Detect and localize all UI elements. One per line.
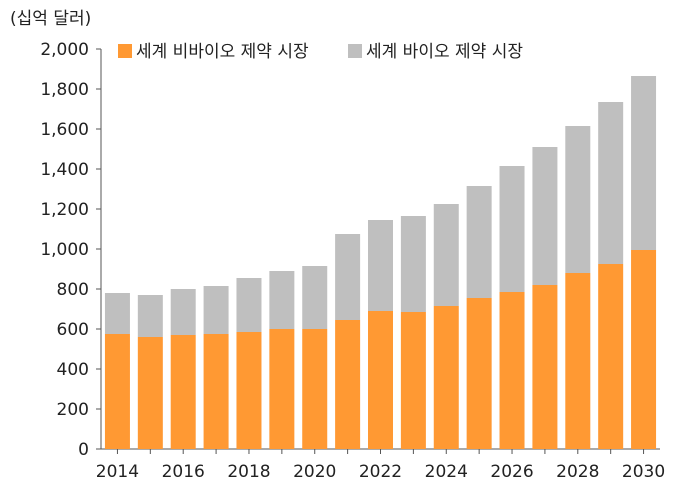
bar-non-bio-2020 <box>302 329 328 449</box>
x-tick-label: 2026 <box>490 462 533 482</box>
bar-non-bio-2024 <box>433 306 459 449</box>
bar-non-bio-2016 <box>170 335 196 449</box>
y-axis: 0 200 400 600 800 1,000 1,200 1,400 1,600 1,800 2,… <box>40 40 102 460</box>
y-tick-label: 800 <box>57 280 89 300</box>
x-tick-label: 2024 <box>425 462 468 482</box>
bar-non-bio-2029 <box>598 264 624 449</box>
bar-non-bio-2022 <box>368 311 393 449</box>
x-axis: 2014 2016 2018 2020 2022 2024 2026 2028 2030 <box>96 448 665 482</box>
x-tick-label: 2030 <box>622 462 665 482</box>
bar-non-bio-2017 <box>203 334 229 449</box>
bar-non-bio-2027 <box>532 285 558 449</box>
y-tick-label: 200 <box>57 400 89 420</box>
bar-bio-2023 <box>400 216 426 312</box>
y-tick-label: 400 <box>57 360 89 380</box>
y-tick-label: 1,200 <box>40 200 89 220</box>
bar-bio-2028 <box>565 126 591 273</box>
bar-bio-2026 <box>499 166 525 292</box>
bar-bio-2021 <box>335 234 361 320</box>
y-tick-label: 1,000 <box>40 240 89 260</box>
bar-non-bio-2026 <box>499 292 525 449</box>
bar-bio-2019 <box>269 271 295 329</box>
bar-bio-2029 <box>598 102 624 264</box>
bar-bio-2022 <box>368 220 393 311</box>
x-tick-label: 2022 <box>359 462 402 482</box>
bar-bio-2025 <box>466 186 492 298</box>
bar-non-bio-2028 <box>565 273 591 449</box>
y-tick-label: 1,600 <box>40 120 89 140</box>
bar-non-bio-2021 <box>335 320 361 449</box>
bar-non-bio-2015 <box>137 337 163 449</box>
x-tick-label: 2016 <box>162 462 205 482</box>
bar-non-bio-2030 <box>631 250 657 449</box>
legend-swatch <box>118 44 132 58</box>
bar-non-bio-2014 <box>104 334 130 449</box>
x-tick-label: 2020 <box>293 462 336 482</box>
bar-bio-2017 <box>203 286 229 334</box>
legend-label: 세계 비바이오 제약 시장 <box>136 42 309 62</box>
bar-bio-2030 <box>631 76 657 250</box>
bars <box>104 76 657 449</box>
bar-non-bio-2019 <box>269 329 295 449</box>
x-tick-label: 2028 <box>556 462 599 482</box>
legend: 세계 비바이오 제약 시장 세계 바이오 제약 시장 <box>118 42 523 62</box>
bar-bio-2018 <box>236 278 262 332</box>
legend-label: 세계 바이오 제약 시장 <box>366 42 523 62</box>
bar-bio-2016 <box>170 289 196 335</box>
bar-bio-2014 <box>104 293 130 334</box>
bar-non-bio-2023 <box>400 312 426 449</box>
bar-bio-2015 <box>137 295 163 337</box>
x-tick-label: 2018 <box>227 462 270 482</box>
y-tick-label: 1,400 <box>40 160 89 180</box>
unit-label: (십억 달러) <box>10 9 91 29</box>
bar-bio-2024 <box>433 204 459 306</box>
y-tick-label: 2,000 <box>40 40 89 60</box>
legend-swatch <box>348 44 362 58</box>
bar-bio-2020 <box>302 266 328 329</box>
y-tick-label: 600 <box>57 320 89 340</box>
y-tick-label: 0 <box>78 440 89 460</box>
bar-non-bio-2025 <box>466 298 492 449</box>
bar-non-bio-2018 <box>236 332 262 449</box>
y-tick-label: 1,800 <box>40 80 89 100</box>
bar-bio-2027 <box>532 147 558 285</box>
x-tick-label: 2014 <box>96 462 139 482</box>
